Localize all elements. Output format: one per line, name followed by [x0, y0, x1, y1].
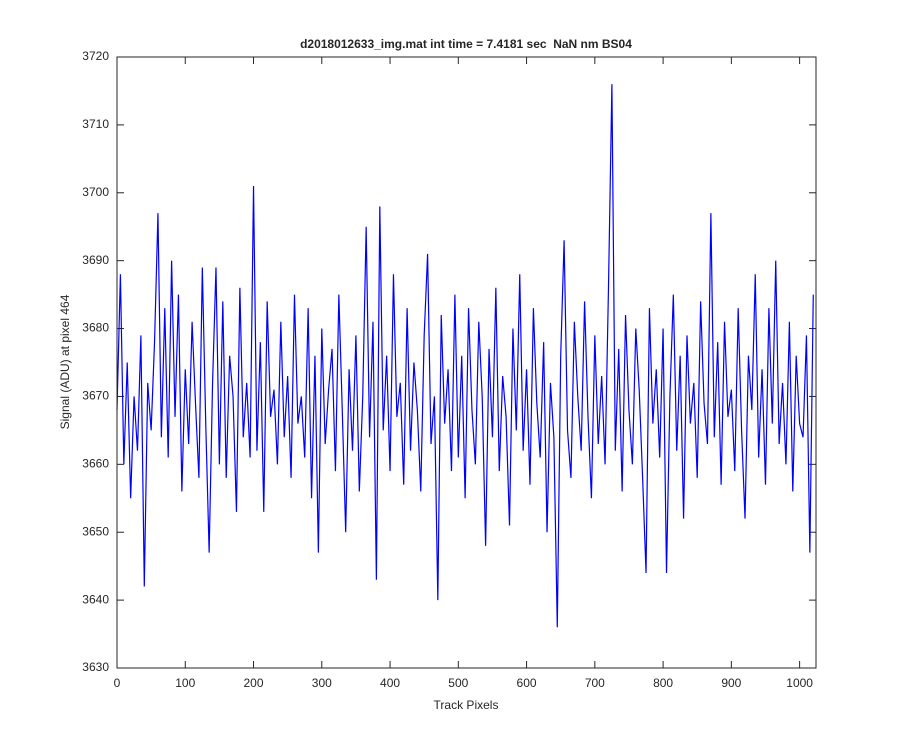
y-tick-label: 3700	[82, 185, 109, 199]
y-axis-label: Signal (ADU) at pixel 464	[58, 294, 72, 429]
x-tick-label: 600	[517, 676, 537, 690]
y-tick-label: 3680	[82, 321, 109, 335]
y-tick-label: 3710	[82, 117, 109, 131]
x-tick-label: 200	[244, 676, 264, 690]
x-tick-label: 800	[653, 676, 673, 690]
y-tick-label: 3720	[82, 49, 109, 63]
plot-frame	[116, 56, 817, 669]
x-tick-label: 300	[312, 676, 332, 690]
x-tick-label: 100	[175, 676, 195, 690]
x-tick-label: 1000	[786, 676, 813, 690]
chart-title: d2018012633_img.mat int time = 7.4181 se…	[300, 37, 632, 51]
y-tick-label: 3650	[82, 524, 109, 538]
y-tick-label: 3630	[82, 660, 109, 674]
x-tick-label: 700	[585, 676, 605, 690]
x-tick-label: 900	[721, 676, 741, 690]
y-tick-label: 3640	[82, 592, 109, 606]
x-axis-label: Track Pixels	[434, 698, 499, 712]
y-tick-label: 3670	[82, 389, 109, 403]
x-tick-label: 0	[114, 676, 121, 690]
x-tick-label: 400	[380, 676, 400, 690]
y-tick-label: 3690	[82, 253, 109, 267]
y-tick-label: 3660	[82, 457, 109, 471]
x-tick-label: 500	[448, 676, 468, 690]
data-line	[116, 84, 814, 628]
